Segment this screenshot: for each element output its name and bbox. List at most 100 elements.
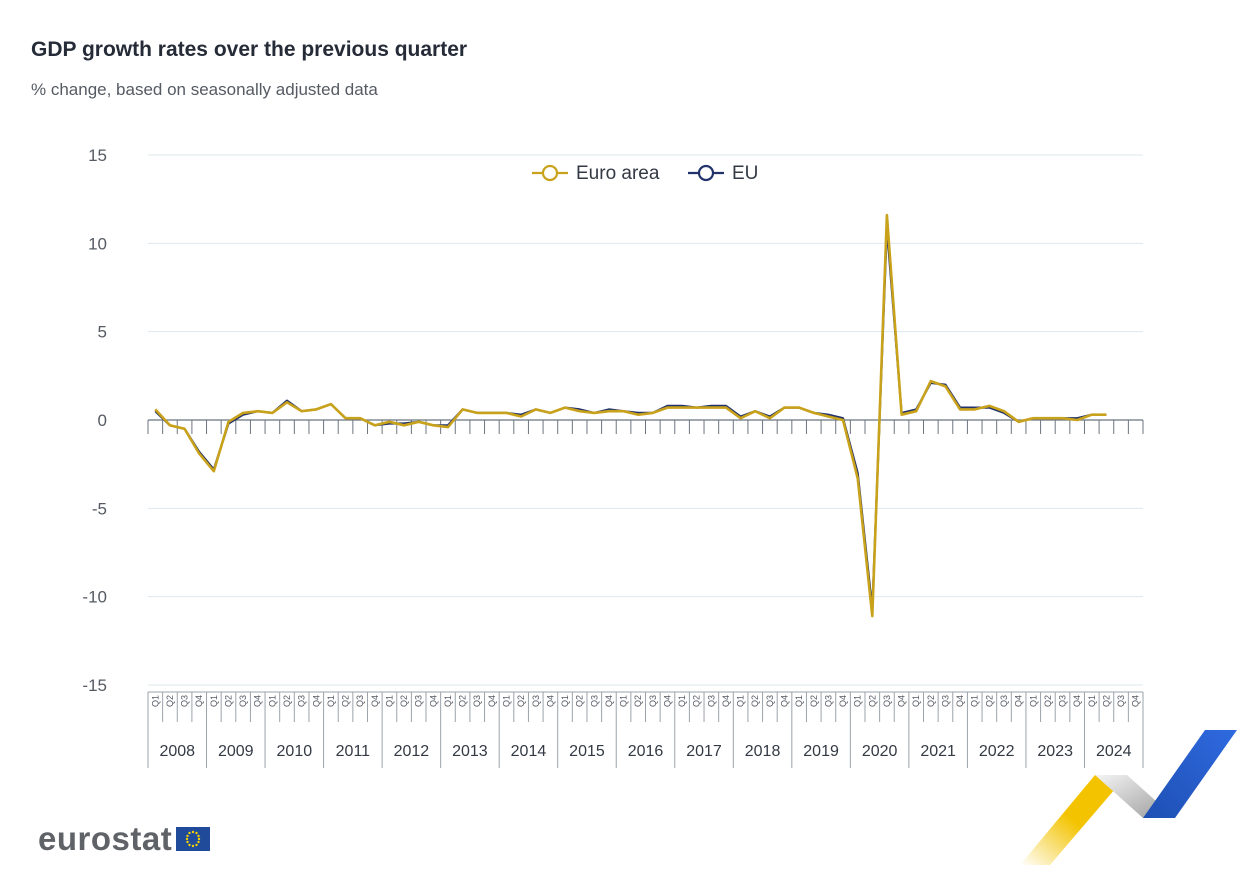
quarter-label: Q3 (940, 695, 950, 707)
quarter-label: Q1 (736, 695, 746, 707)
year-label: 2023 (1037, 743, 1073, 760)
legend-marker-icon (697, 164, 715, 182)
quarter-label: Q2 (1101, 695, 1111, 707)
quarter-label: Q1 (1087, 695, 1097, 707)
quarter-label: Q3 (1058, 695, 1068, 707)
year-label: 2020 (862, 743, 898, 760)
logo-text: eurostat (38, 820, 173, 857)
series-line-eu (154, 226, 1107, 611)
quarter-label: Q2 (223, 695, 233, 707)
quarter-label: Q1 (560, 695, 570, 707)
quarter-label: Q4 (370, 695, 380, 707)
quarter-label: Q3 (180, 695, 190, 707)
year-label: 2017 (686, 743, 722, 760)
year-label: 2014 (511, 743, 547, 760)
quarter-label: Q4 (545, 695, 555, 707)
quarter-label: Q1 (794, 695, 804, 707)
y-tick-label: -5 (92, 499, 107, 518)
quarter-label: Q2 (984, 695, 994, 707)
quarter-label: Q2 (750, 695, 760, 707)
quarter-label: Q3 (472, 695, 482, 707)
quarter-label: Q3 (355, 695, 365, 707)
quarter-label: Q2 (867, 695, 877, 707)
y-tick-label: 5 (98, 323, 107, 342)
year-label: 2021 (920, 743, 956, 760)
quarter-label: Q4 (487, 695, 497, 707)
quarter-label: Q4 (194, 695, 204, 707)
year-label: 2019 (803, 743, 839, 760)
chart-subtitle: % change, based on seasonally adjusted d… (31, 80, 378, 99)
chart-title: GDP growth rates over the previous quart… (31, 38, 468, 61)
quarter-label: Q4 (721, 695, 731, 707)
quarter-label: Q4 (1072, 695, 1082, 707)
y-tick-label: -10 (82, 588, 107, 607)
quarter-label: Q2 (575, 695, 585, 707)
quarter-label: Q2 (341, 695, 351, 707)
legend: Euro area EU (532, 163, 758, 184)
quarter-label: Q1 (619, 695, 629, 707)
quarter-label: Q2 (282, 695, 292, 707)
y-tick-label: 10 (88, 234, 107, 253)
quarter-label: Q3 (882, 695, 892, 707)
quarter-label: Q3 (999, 695, 1009, 707)
legend-label: EU (732, 163, 758, 184)
quarter-label: Q1 (326, 695, 336, 707)
y-tick-label: -15 (82, 676, 107, 695)
quarter-label: Q2 (926, 695, 936, 707)
quarter-label: Q1 (501, 695, 511, 707)
quarter-label: Q4 (1131, 695, 1141, 707)
year-label: 2022 (979, 743, 1015, 760)
series-line-euro-area (154, 213, 1107, 618)
year-label: 2013 (452, 743, 488, 760)
legend-label: Euro area (576, 163, 660, 184)
eu-flag-icon (176, 827, 211, 851)
y-tick-label: 0 (98, 411, 107, 430)
quarter-label: Q3 (823, 695, 833, 707)
legend-item-euro-area: Euro area (532, 163, 660, 184)
quarter-label: Q3 (648, 695, 658, 707)
quarter-label: Q2 (692, 695, 702, 707)
quarter-label: Q4 (955, 695, 965, 707)
quarter-label: Q2 (399, 695, 409, 707)
quarter-label: Q1 (853, 695, 863, 707)
quarter-label: Q1 (384, 695, 394, 707)
quarter-label: Q1 (1028, 695, 1038, 707)
quarter-label: Q1 (267, 695, 277, 707)
year-label: 2015 (569, 743, 605, 760)
quarter-label: Q4 (897, 695, 907, 707)
quarter-label: Q4 (662, 695, 672, 707)
quarter-label: Q4 (253, 695, 263, 707)
legend-marker-icon (541, 164, 559, 182)
quarter-label: Q4 (428, 695, 438, 707)
quarter-label: Q4 (780, 695, 790, 707)
brand-swoosh-graphic (1020, 730, 1237, 865)
quarter-label: Q3 (589, 695, 599, 707)
quarter-label: Q2 (516, 695, 526, 707)
quarter-label: Q3 (414, 695, 424, 707)
year-label: 2009 (218, 743, 254, 760)
legend-item-eu: EU (688, 163, 758, 184)
quarter-label: Q4 (1014, 695, 1024, 707)
year-label: 2008 (159, 743, 195, 760)
quarter-label: Q3 (1116, 695, 1126, 707)
quarter-label: Q1 (443, 695, 453, 707)
quarter-label: Q1 (209, 695, 219, 707)
quarter-label: Q4 (604, 695, 614, 707)
quarter-label: Q2 (1043, 695, 1053, 707)
quarter-label: Q4 (311, 695, 321, 707)
quarter-label: Q1 (970, 695, 980, 707)
quarter-label: Q2 (458, 695, 468, 707)
quarter-label: Q3 (238, 695, 248, 707)
quarter-label: Q3 (765, 695, 775, 707)
quarter-label: Q3 (706, 695, 716, 707)
year-label: 2018 (745, 743, 781, 760)
quarter-label: Q3 (297, 695, 307, 707)
year-label: 2011 (336, 743, 371, 760)
quarter-label: Q2 (809, 695, 819, 707)
quarter-label: Q1 (911, 695, 921, 707)
quarter-label: Q2 (165, 695, 175, 707)
quarter-label: Q1 (150, 695, 160, 707)
quarter-label: Q1 (677, 695, 687, 707)
quarter-label: Q2 (633, 695, 643, 707)
